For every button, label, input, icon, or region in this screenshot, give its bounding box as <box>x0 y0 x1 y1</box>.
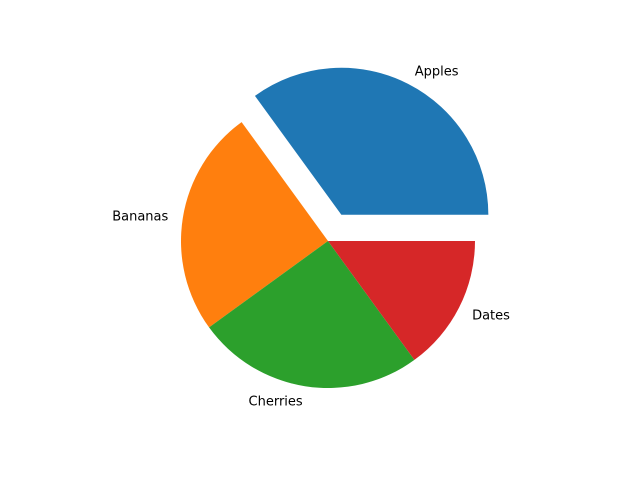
labels: Apples Bananas Cherries Dates <box>112 65 510 410</box>
wedges <box>181 67 489 388</box>
wedge-bananas <box>181 122 328 328</box>
wedge-dates <box>328 241 475 360</box>
label-dates: Dates <box>472 308 510 323</box>
label-apples: Apples <box>415 65 459 80</box>
wedge-cherries <box>209 241 415 388</box>
wedge-apples <box>254 67 489 215</box>
label-cherries: Cherries <box>249 395 303 410</box>
label-bananas: Bananas <box>112 210 168 225</box>
